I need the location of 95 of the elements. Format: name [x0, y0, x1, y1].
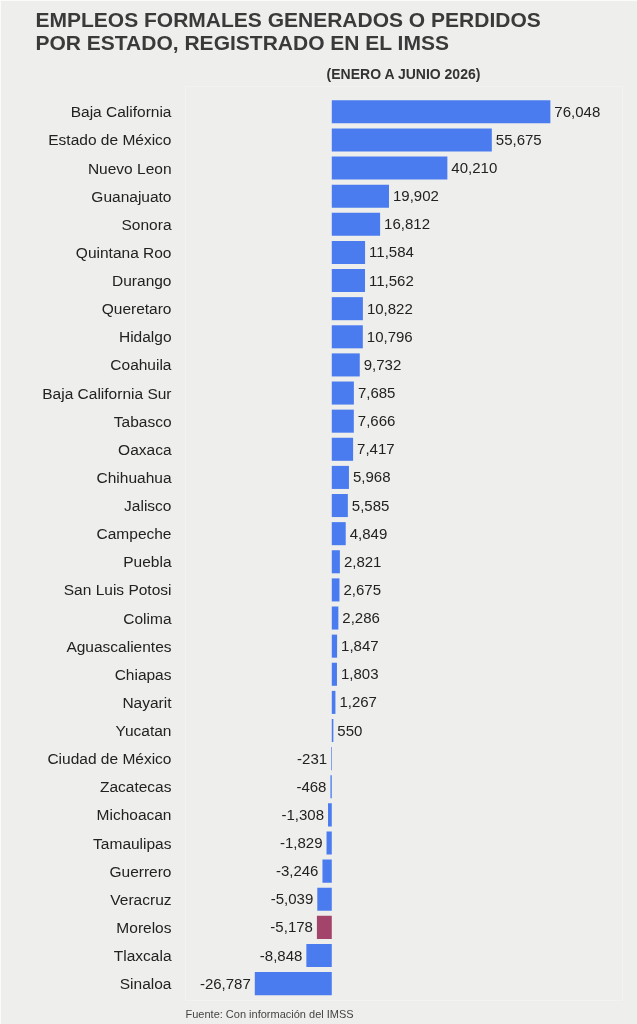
bar: [331, 465, 349, 489]
chart-title: EMPLEOS FORMALES GENERADOS O PERDIDOS POR ESTADO, REGISTRADO EN EL IMSS: [35, 7, 541, 54]
bar: [331, 634, 338, 658]
bar: [331, 128, 492, 152]
bar: [331, 409, 354, 433]
y-tick-label: Queretaro: [101, 300, 172, 318]
data-label: -231: [297, 749, 328, 767]
data-label: 2,286: [342, 609, 380, 627]
bar: [331, 212, 381, 236]
chart-subtitle: (ENERO A JUNIO 2026): [326, 65, 481, 82]
data-label: 5,968: [352, 468, 391, 486]
bar: [331, 353, 360, 377]
data-label: -3,246: [275, 862, 319, 880]
data-label: 1,267: [339, 693, 377, 711]
y-tick-label: Coahuila: [110, 356, 172, 374]
data-label: 2,821: [343, 552, 382, 570]
data-label: -1,308: [281, 805, 325, 823]
data-label: 16,812: [384, 215, 430, 233]
data-label: 11,584: [369, 243, 414, 261]
y-tick-label: Oaxaca: [118, 440, 172, 458]
data-label: -26,787: [199, 974, 251, 992]
y-tick-label: Quintana Roo: [75, 243, 172, 261]
bar: [328, 803, 332, 827]
data-label: -468: [296, 777, 327, 795]
bar: [331, 662, 337, 686]
y-tick-label: Jalisco: [124, 497, 172, 515]
y-tick-label: Chiapas: [114, 665, 172, 683]
data-label: 5,585: [351, 496, 390, 514]
bar: [317, 887, 332, 911]
y-tick-label: Guanajuato: [91, 187, 172, 205]
data-label: 10,796: [366, 327, 413, 345]
data-label: 10,822: [366, 299, 413, 317]
data-label: 7,685: [357, 384, 396, 402]
data-label: -1,829: [280, 834, 323, 852]
y-tick-label: Michoacan: [96, 806, 172, 824]
y-tick-label: Tabasco: [113, 412, 172, 430]
y-tick-label: Veracruz: [110, 890, 172, 908]
y-tick-label: Campeche: [96, 525, 172, 543]
y-tick-label: Ciudad de México: [47, 750, 172, 768]
data-label: 4,849: [349, 524, 388, 542]
data-label: 40,210: [451, 159, 498, 177]
bar: [331, 269, 366, 293]
bar: [331, 156, 448, 180]
y-tick-label: Nayarit: [122, 693, 173, 711]
y-tick-label: Estado de México: [48, 131, 172, 149]
bar: [331, 522, 346, 546]
y-tick-label: Colima: [123, 609, 172, 627]
data-label: 1,847: [341, 637, 379, 655]
y-tick-label: Nuevo Leon: [87, 159, 172, 177]
y-tick-label: Durango: [112, 272, 172, 290]
bar: [331, 325, 363, 349]
bar: [331, 381, 354, 405]
bar: [331, 550, 340, 574]
data-label: 76,048: [554, 102, 601, 120]
bar: [322, 859, 332, 883]
data-label: 7,666: [357, 412, 396, 430]
bar: [331, 606, 339, 630]
data-label: 19,902: [392, 187, 439, 205]
bar: [331, 437, 354, 461]
bar: [306, 943, 332, 968]
data-label: 2,675: [343, 580, 382, 598]
bar: [316, 915, 332, 939]
y-tick-label: Sonora: [121, 215, 172, 233]
y-tick-label: Aguascalientes: [66, 637, 172, 655]
source-note: Fuente: Con información del IMSS: [185, 1007, 354, 1020]
y-tick-label: Zacatecas: [99, 778, 172, 796]
y-tick-label: Baja California Sur: [42, 384, 172, 402]
bar: [331, 184, 389, 208]
bar: [331, 494, 348, 518]
data-label: 55,675: [495, 130, 542, 148]
y-tick-label: Hidalgo: [118, 328, 172, 346]
bar: [331, 297, 363, 321]
data-label: 550: [337, 721, 363, 739]
bar: [326, 831, 332, 855]
data-label: -5,178: [270, 918, 313, 936]
y-tick-label: Guerrero: [109, 862, 172, 880]
y-tick-label: Sinaloa: [119, 975, 172, 993]
bar: [254, 972, 332, 996]
y-tick-label: Yucatan: [115, 722, 172, 740]
bar: [331, 240, 366, 264]
y-tick-label: Baja California: [70, 103, 172, 121]
y-tick-label: San Luis Potosi: [63, 581, 172, 599]
y-tick-label: Puebla: [123, 553, 172, 571]
y-tick-label: Tamaulipas: [93, 834, 172, 852]
y-tick-label: Morelos: [116, 918, 172, 936]
data-label: 11,562: [369, 271, 414, 289]
y-tick-label: Chihuahua: [96, 468, 172, 486]
y-tick-label: Tlaxcala: [113, 947, 172, 964]
data-label: 9,732: [363, 355, 402, 373]
bar: [331, 100, 551, 124]
data-label: 1,803: [340, 665, 379, 683]
data-label: 7,417: [357, 440, 395, 458]
data-label: -5,039: [270, 890, 314, 908]
bar: [331, 578, 340, 602]
data-label: -8,848: [259, 946, 303, 964]
